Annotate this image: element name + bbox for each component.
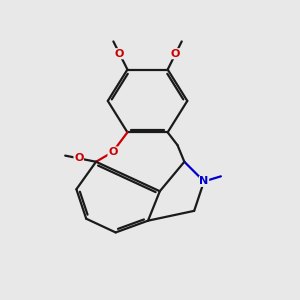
Text: O: O bbox=[171, 49, 180, 59]
Text: O: O bbox=[108, 147, 117, 157]
Text: O: O bbox=[115, 49, 124, 59]
Text: O: O bbox=[74, 153, 83, 163]
Text: N: N bbox=[200, 176, 208, 186]
